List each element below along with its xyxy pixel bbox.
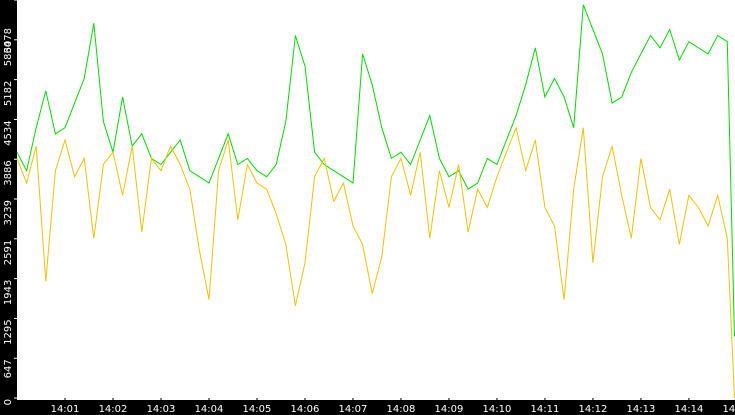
x-tick-label: 14:15	[723, 404, 735, 415]
series-line	[16, 125, 735, 399]
x-tick-label: 14:12	[579, 404, 608, 415]
x-tick-label: 14:06	[291, 404, 320, 415]
x-tick-label: 14:08	[387, 404, 416, 415]
y-tick-label: 5830	[3, 41, 14, 66]
x-tick-label: 14:14	[675, 404, 704, 415]
x-tick-label: 14:11	[531, 404, 560, 415]
y-tick-label: 1943	[3, 280, 14, 305]
x-tick-label: 14:13	[627, 404, 656, 415]
x-axis-strip	[0, 400, 735, 415]
y-tick-label: 5182	[3, 81, 14, 106]
y-tick-label: 3239	[3, 200, 14, 225]
x-tick-label: 14:02	[99, 404, 128, 415]
x-tick-label: 14:01	[51, 404, 80, 415]
y-tick-label: 1295	[3, 319, 14, 344]
y-axis-strip	[0, 0, 17, 415]
x-tick-label: 14:07	[339, 404, 368, 415]
y-tick-label: 3886	[3, 160, 14, 185]
y-tick-label: 4534	[3, 120, 14, 145]
y-tick-label: 647	[3, 359, 14, 378]
series-line	[16, 4, 735, 337]
x-tick-label: 14:03	[147, 404, 176, 415]
y-tick-label: 0	[3, 399, 14, 405]
x-tick-label: 14:10	[483, 404, 512, 415]
x-tick-label: 14:09	[435, 404, 464, 415]
y-tick-label: 2591	[3, 240, 14, 265]
y-tick-label: 6478	[3, 28, 14, 53]
x-tick-label: 14:05	[243, 404, 272, 415]
x-tick-label: 14:04	[195, 404, 224, 415]
